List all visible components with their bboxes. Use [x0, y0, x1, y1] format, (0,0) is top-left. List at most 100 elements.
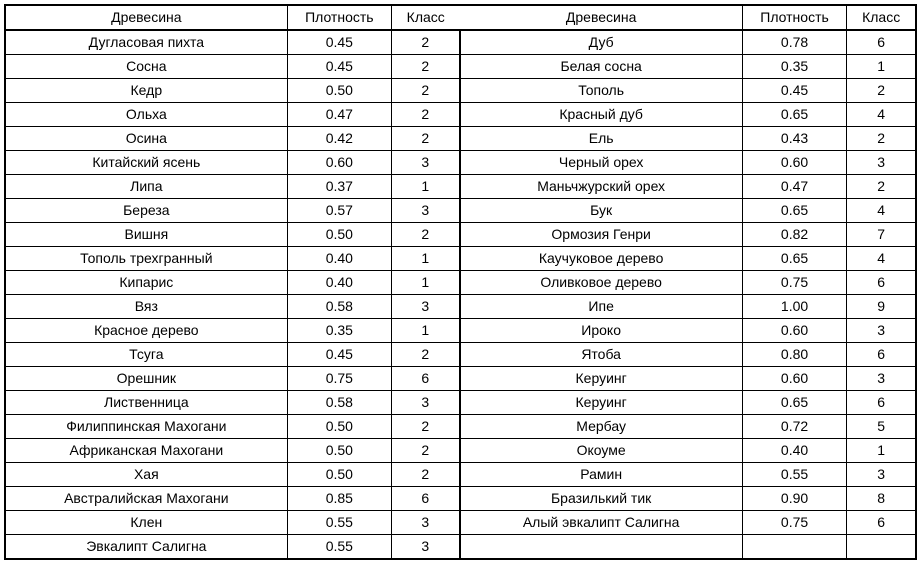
cell-density: 0.60: [287, 150, 391, 174]
cell-density: [742, 534, 847, 558]
cell-class: 3: [391, 390, 459, 414]
cell-wood: Маньчжурский орех: [461, 174, 743, 198]
table-row: Кипарис0.401: [6, 270, 460, 294]
cell-wood: Африканская Махогани: [6, 438, 287, 462]
cell-class: 8: [847, 486, 915, 510]
table-row: Лиственница0.583: [6, 390, 460, 414]
cell-class: 4: [847, 102, 915, 126]
cell-wood: Китайский ясень: [6, 150, 287, 174]
table-row: Керуинг0.656: [461, 390, 916, 414]
cell-class: 2: [391, 222, 459, 246]
cell-density: 0.57: [287, 198, 391, 222]
cell-class: 2: [847, 78, 915, 102]
cell-density: 0.45: [742, 78, 847, 102]
header-class: Класс: [391, 6, 459, 30]
cell-density: 0.50: [287, 222, 391, 246]
cell-density: 0.72: [742, 414, 847, 438]
cell-density: 0.75: [742, 270, 847, 294]
header-row: Древесина Плотность Класс: [461, 6, 916, 30]
cell-class: 4: [847, 246, 915, 270]
cell-class: 2: [391, 102, 459, 126]
cell-wood: Осина: [6, 126, 287, 150]
cell-wood: Тсуга: [6, 342, 287, 366]
cell-class: 2: [391, 414, 459, 438]
table-row: Каучуковое дерево0.654: [461, 246, 916, 270]
table-row: Ель0.432: [461, 126, 916, 150]
cell-class: 2: [391, 342, 459, 366]
cell-density: 0.85: [287, 486, 391, 510]
cell-class: 2: [391, 54, 459, 78]
cell-class: 6: [847, 270, 915, 294]
table-row: Тсуга0.452: [6, 342, 460, 366]
cell-density: 0.65: [742, 390, 847, 414]
cell-class: 2: [391, 462, 459, 486]
table-row: Тополь0.452: [461, 78, 916, 102]
cell-class: 7: [847, 222, 915, 246]
cell-density: 0.40: [742, 438, 847, 462]
cell-wood: Тополь трехгранный: [6, 246, 287, 270]
table-row: Бразилький тик0.908: [461, 486, 916, 510]
cell-density: 0.45: [287, 30, 391, 54]
table-row: Филиппинская Махогани0.502: [6, 414, 460, 438]
cell-wood: Рамин: [461, 462, 743, 486]
cell-wood: Бразилький тик: [461, 486, 743, 510]
table-row: Окоуме0.401: [461, 438, 916, 462]
cell-density: 0.35: [287, 318, 391, 342]
cell-density: 0.55: [742, 462, 847, 486]
cell-wood: Филиппинская Махогани: [6, 414, 287, 438]
cell-wood: Сосна: [6, 54, 287, 78]
cell-density: 0.65: [742, 246, 847, 270]
table-row: Клен0.553: [6, 510, 460, 534]
table-row: Рамин0.553: [461, 462, 916, 486]
cell-class: 1: [391, 174, 459, 198]
cell-density: 0.65: [742, 102, 847, 126]
cell-class: 1: [391, 270, 459, 294]
cell-class: 2: [391, 438, 459, 462]
table-row: Дуб0.786: [461, 30, 916, 54]
wood-density-table: Древесина Плотность Класс Дугласовая пих…: [4, 4, 917, 560]
cell-density: 0.58: [287, 390, 391, 414]
table-row: Оливковое дерево0.756: [461, 270, 916, 294]
cell-wood: Липа: [6, 174, 287, 198]
cell-wood: Кипарис: [6, 270, 287, 294]
right-tbody: Дуб0.786Белая сосна0.351Тополь0.452Красн…: [461, 30, 916, 558]
cell-density: 0.50: [287, 78, 391, 102]
cell-wood: Керуинг: [461, 390, 743, 414]
cell-class: 1: [391, 318, 459, 342]
cell-density: 0.47: [287, 102, 391, 126]
cell-class: 6: [847, 342, 915, 366]
table-row: Бук0.654: [461, 198, 916, 222]
cell-density: 0.40: [287, 270, 391, 294]
table-row: Ипе1.009: [461, 294, 916, 318]
cell-class: 2: [847, 174, 915, 198]
cell-class: 2: [391, 30, 459, 54]
cell-wood: Алый эвкалипт Салигна: [461, 510, 743, 534]
cell-wood: Оливковое дерево: [461, 270, 743, 294]
table-row: Мербау0.725: [461, 414, 916, 438]
cell-wood: Окоуме: [461, 438, 743, 462]
table-row: Ятоба0.806: [461, 342, 916, 366]
table-row: Береза0.573: [6, 198, 460, 222]
header-wood: Древесина: [461, 6, 743, 30]
cell-density: 0.65: [742, 198, 847, 222]
cell-density: 0.45: [287, 342, 391, 366]
cell-wood: Эвкалипт Салигна: [6, 534, 287, 558]
left-table: Древесина Плотность Класс Дугласовая пих…: [6, 6, 461, 558]
cell-class: 2: [391, 126, 459, 150]
table-row: Маньчжурский орех0.472: [461, 174, 916, 198]
cell-wood: Береза: [6, 198, 287, 222]
cell-wood: Австралийская Махогани: [6, 486, 287, 510]
cell-class: 3: [391, 150, 459, 174]
cell-wood: Кедр: [6, 78, 287, 102]
cell-density: 0.60: [742, 150, 847, 174]
cell-density: 0.55: [287, 534, 391, 558]
header-density: Плотность: [287, 6, 391, 30]
table-row: Вишня0.502: [6, 222, 460, 246]
cell-class: 6: [391, 366, 459, 390]
cell-class: 1: [847, 438, 915, 462]
table-row: Ольха0.472: [6, 102, 460, 126]
cell-density: 0.60: [742, 318, 847, 342]
cell-density: 0.90: [742, 486, 847, 510]
cell-wood: Ормозия Генри: [461, 222, 743, 246]
cell-density: 0.75: [287, 366, 391, 390]
